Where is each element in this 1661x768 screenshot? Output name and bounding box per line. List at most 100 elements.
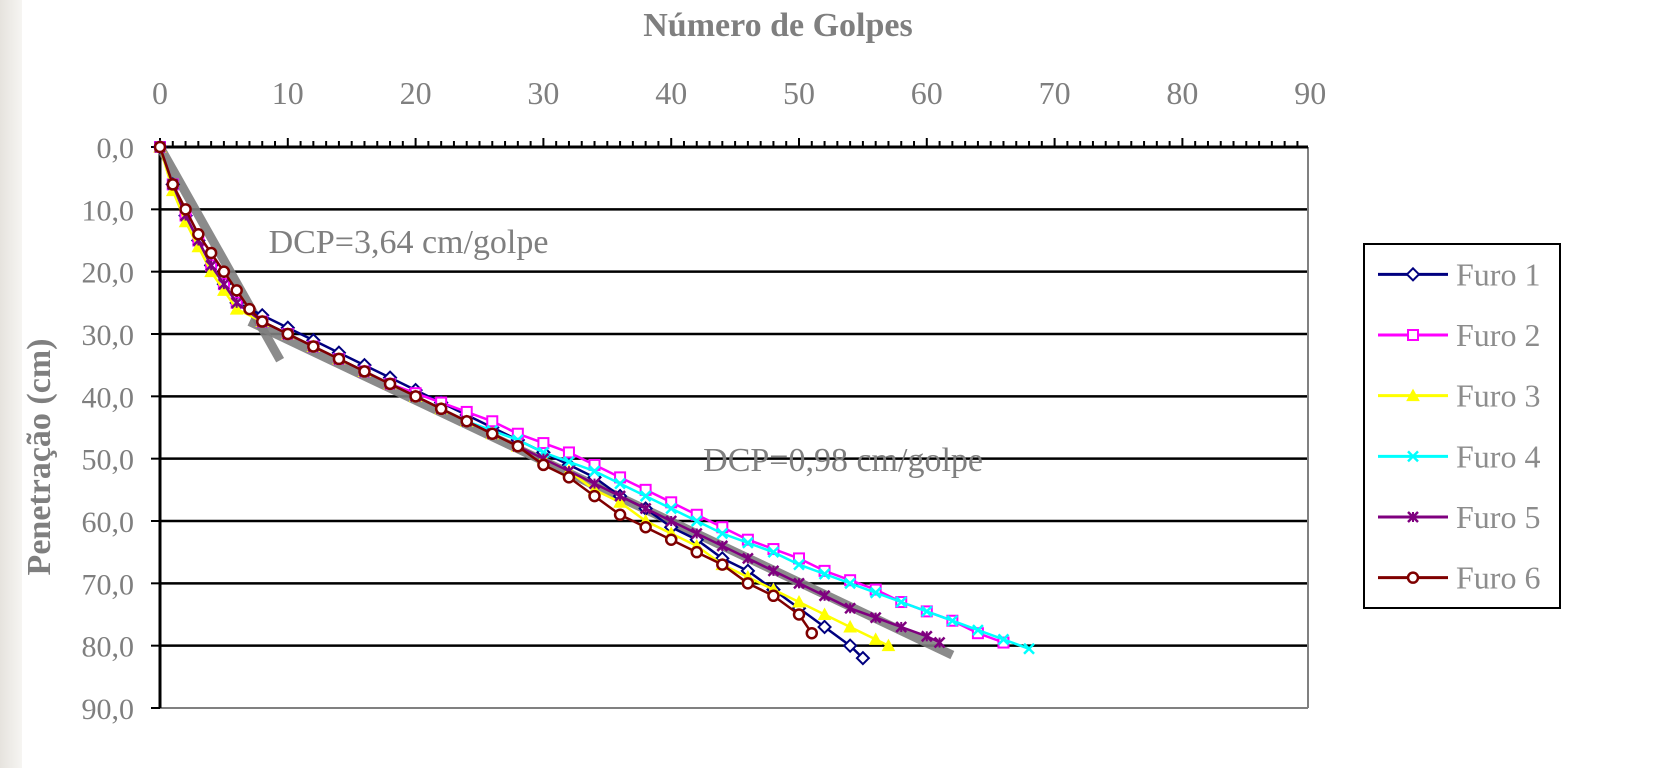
data-point xyxy=(434,402,448,416)
series-line xyxy=(158,146,1030,650)
y-tick-label: 10,0 xyxy=(82,194,135,227)
x-tick-label: 60 xyxy=(911,75,943,111)
data-point xyxy=(243,302,256,316)
data-point xyxy=(204,246,218,260)
data-point xyxy=(217,265,231,278)
plot-area xyxy=(151,138,1309,709)
data-point xyxy=(588,465,601,478)
data-point xyxy=(230,296,243,309)
legend-label: Furo 6 xyxy=(1456,560,1540,596)
x-tick-label: 50 xyxy=(783,75,815,111)
data-point xyxy=(741,577,755,590)
data-point xyxy=(716,527,729,540)
data-point xyxy=(486,415,499,428)
data-point xyxy=(868,632,883,645)
data-point xyxy=(1407,450,1419,463)
data-point xyxy=(179,203,192,216)
series-furo-4 xyxy=(154,141,1035,655)
y-tick-label: 70,0 xyxy=(82,568,135,601)
legend-item: Furo 2 xyxy=(1378,317,1540,353)
legend-item: Furo 6 xyxy=(1378,560,1540,596)
data-point xyxy=(690,527,703,540)
dcp-annotation: DCP=0,98 cm/golpe xyxy=(703,442,983,479)
data-point xyxy=(281,327,295,341)
data-point xyxy=(933,636,946,649)
y-tick-label: 40,0 xyxy=(82,381,135,414)
y-tick-label: 60,0 xyxy=(82,506,135,539)
data-point xyxy=(895,596,908,608)
data-point xyxy=(192,228,205,241)
y-tick-label: 50,0 xyxy=(82,444,135,477)
legend-label: Furo 2 xyxy=(1456,317,1540,353)
data-point xyxy=(255,315,269,328)
data-point xyxy=(767,564,780,577)
data-point xyxy=(818,589,831,602)
x-tick-label: 10 xyxy=(272,75,304,111)
data-point xyxy=(972,624,984,636)
dcp-annotation: DCP=3,64 cm/golpe xyxy=(269,224,549,261)
data-point xyxy=(920,630,933,643)
data-point xyxy=(844,577,857,590)
data-point xyxy=(639,520,652,534)
data-point xyxy=(920,605,933,618)
data-point xyxy=(332,352,346,366)
data-point xyxy=(614,490,626,502)
x-tick-label: 80 xyxy=(1166,75,1198,111)
data-point xyxy=(895,621,908,633)
data-point xyxy=(946,614,959,627)
data-point xyxy=(205,259,218,272)
legend-item: Furo 3 xyxy=(1378,378,1540,414)
data-point xyxy=(716,540,729,552)
legend-box xyxy=(1363,243,1561,609)
axis-titles: Número de Golpes Penetração (cm) xyxy=(21,7,913,575)
data-point xyxy=(844,602,857,615)
data-point xyxy=(537,458,550,472)
y-tick-labels: 0,0 10,0 20,0 30,0 40,0 50,0 60,0 70,0 80,0 90,0 xyxy=(82,132,135,726)
data-point xyxy=(639,490,652,502)
data-point xyxy=(229,302,244,315)
data-point xyxy=(843,619,857,633)
legend-item: Furo 1 xyxy=(1378,256,1540,292)
data-point xyxy=(855,650,871,666)
data-point xyxy=(537,437,550,450)
data-point xyxy=(869,586,882,599)
data-point xyxy=(842,638,858,654)
y-tick-label: 30,0 xyxy=(82,319,135,352)
series-furo-2 xyxy=(154,141,1010,649)
y-tick-label: 20,0 xyxy=(82,257,135,290)
data-point xyxy=(153,140,167,154)
x-axis-title: Número de Golpes xyxy=(643,7,912,44)
data-point xyxy=(1023,642,1035,655)
series-line xyxy=(158,146,1004,644)
x-tick-label: 20 xyxy=(400,75,432,111)
data-point xyxy=(1407,329,1419,341)
data-point xyxy=(792,608,806,621)
series-line xyxy=(158,146,813,634)
data-point xyxy=(1406,388,1420,402)
data-point xyxy=(613,508,627,522)
legend: Furo 1 Furo 2 Furo 3 Furo 4 Furo 5 Furo 6 xyxy=(1363,243,1561,609)
x-tick-labels: 0 10 20 30 40 50 60 70 80 90 xyxy=(152,75,1326,111)
data-point xyxy=(741,552,754,565)
data-point xyxy=(230,284,243,297)
data-point xyxy=(460,415,473,428)
legend-item: Furo 5 xyxy=(1378,499,1540,535)
data-point xyxy=(997,633,1010,646)
data-point xyxy=(166,178,180,191)
data-point xyxy=(563,455,575,468)
y-tick-label: 90,0 xyxy=(82,693,135,726)
data-point xyxy=(767,546,780,559)
y-axis-title: Penetração (cm) xyxy=(21,339,58,576)
data-point xyxy=(613,495,627,508)
data-point xyxy=(562,471,576,484)
data-point xyxy=(409,390,422,403)
annotations: DCP=3,64 cm/golpe DCP=0,98 cm/golpe xyxy=(269,224,983,479)
x-tick-label: 0 xyxy=(152,75,168,111)
legend-label: Furo 4 xyxy=(1456,438,1540,474)
data-point xyxy=(218,278,230,291)
series-furo-1 xyxy=(152,139,871,666)
data-point xyxy=(690,515,703,527)
data-point xyxy=(792,594,806,608)
